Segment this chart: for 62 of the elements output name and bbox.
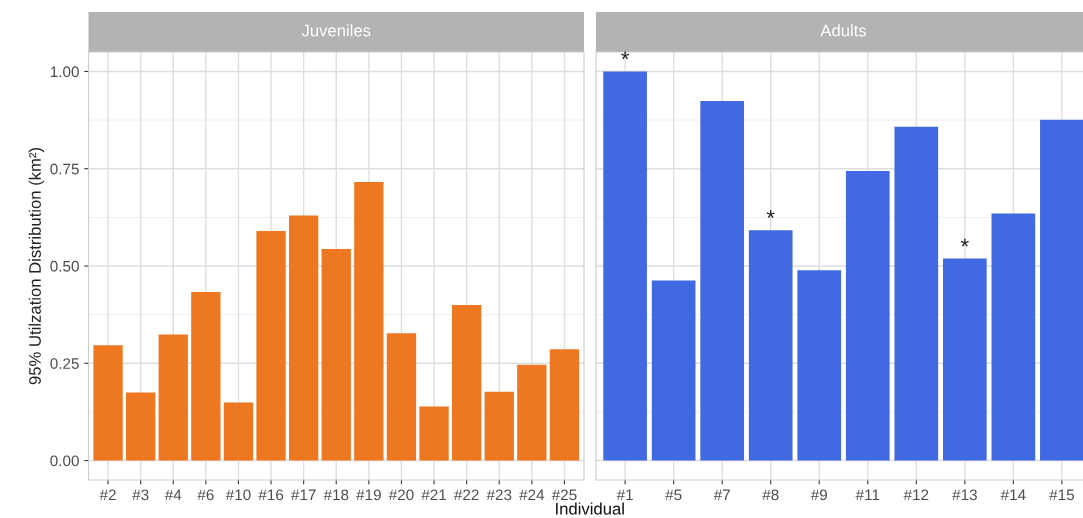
bar [484, 391, 514, 461]
x-tick-label: #2 [99, 489, 116, 501]
x-tick-label: #14 [1000, 489, 1026, 501]
bar [354, 181, 384, 461]
bar [845, 171, 890, 461]
bar [93, 345, 123, 461]
bar [256, 230, 286, 461]
x-tick-label: #8 [762, 489, 779, 501]
x-tick-label: #18 [323, 489, 349, 501]
x-tick-label: #1 [616, 489, 633, 501]
y-tick-label: 0.25 [50, 358, 79, 369]
bar [451, 304, 482, 461]
y-tick-label: 1.00 [50, 66, 79, 78]
x-tick-label: #7 [713, 489, 730, 501]
bar [419, 406, 449, 461]
x-tick-label: #9 [810, 489, 828, 501]
bar [991, 213, 1036, 461]
bar [1040, 119, 1083, 461]
x-tick-label: #11 [855, 489, 880, 501]
y-tick-label: 0.75 [50, 163, 79, 175]
bar [517, 364, 547, 461]
x-tick-label: #22 [453, 489, 479, 501]
chart-title: Juveniles [301, 24, 371, 37]
bar [942, 258, 987, 461]
bar [125, 392, 156, 461]
x-tick-label: #4 [164, 489, 182, 501]
x-tick-label: #24 [519, 489, 545, 501]
bar [894, 126, 939, 461]
x-tick-label: #6 [197, 489, 214, 501]
bar [386, 333, 417, 461]
x-tick-label: #15 [1049, 489, 1074, 501]
annotation: * [960, 238, 969, 247]
bar [288, 215, 319, 461]
bar [549, 349, 580, 461]
bar [321, 248, 351, 461]
x-tick-label: #17 [290, 489, 316, 501]
bar [700, 101, 745, 461]
y-tick-label: 0.00 [50, 455, 79, 467]
x-tick-label: #13 [952, 489, 977, 501]
x-tick-label: #21 [421, 489, 447, 501]
bar [603, 71, 647, 461]
x-tick-label: #10 [225, 489, 251, 501]
bar [651, 280, 696, 461]
x-tick-label: #3 [132, 489, 149, 501]
bar [191, 292, 221, 461]
x-tick-label: #25 [551, 489, 577, 501]
annotation: * [621, 51, 630, 60]
x-tick-label: #12 [903, 489, 929, 501]
x-tick-label: #20 [388, 489, 414, 501]
y-axis-title: 95% Utilzation Distribution (km²) [28, 148, 45, 385]
bar [223, 402, 254, 461]
bar [797, 270, 842, 461]
x-tick-label: #5 [665, 489, 682, 501]
x-axis-title: Individual [556, 502, 624, 515]
annotation: * [766, 210, 775, 219]
bar [748, 230, 793, 461]
y-tick-label: 0.50 [50, 260, 79, 272]
chart-title: Adults [820, 24, 867, 37]
x-tick-label: #23 [486, 489, 512, 501]
x-tick-label: #19 [356, 489, 381, 501]
x-tick-label: #16 [258, 489, 284, 501]
bar [158, 334, 188, 461]
